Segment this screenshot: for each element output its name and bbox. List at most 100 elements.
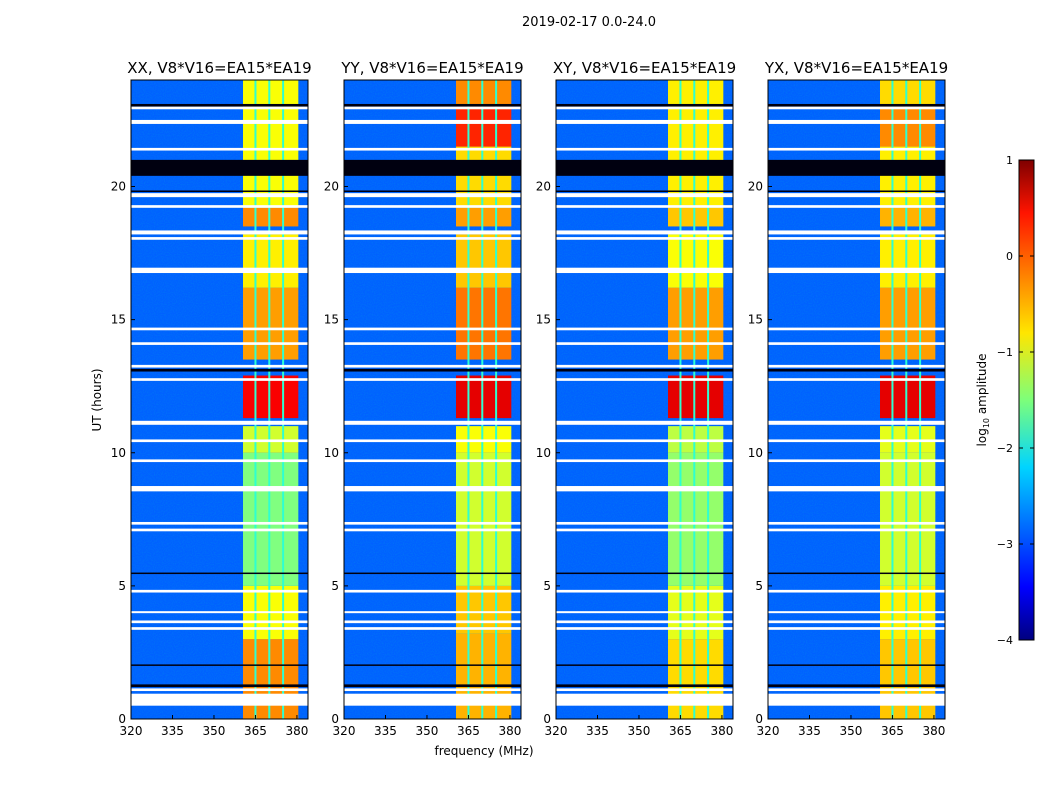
- flagged-row: [131, 205, 308, 208]
- band-cell: [880, 106, 936, 147]
- flagged-row: [131, 364, 308, 368]
- colorbar-tick-label: −2: [997, 442, 1013, 455]
- x-tick-label: 350: [628, 724, 651, 738]
- colorbar-tick-label: 1: [1006, 154, 1013, 167]
- colorbar-tick-label: 0: [1006, 250, 1013, 263]
- x-tick-label: 365: [669, 724, 692, 738]
- flagged-row: [344, 627, 521, 630]
- dark-row: [344, 103, 521, 107]
- band-cell: [668, 80, 724, 208]
- flagged-row: [768, 119, 945, 124]
- flagged-row: [768, 627, 945, 630]
- y-tick-label: 10: [536, 446, 551, 460]
- band-cell: [880, 375, 936, 419]
- flagged-row: [556, 620, 733, 624]
- flagged-row: [131, 230, 308, 235]
- band-cell: [456, 375, 512, 419]
- band-cell: [880, 639, 936, 719]
- band-cell: [456, 207, 512, 227]
- flagged-row: [556, 521, 733, 525]
- band-gap: [919, 80, 922, 719]
- y-tick-label: 20: [536, 180, 551, 194]
- y-tick-label: 10: [324, 446, 339, 460]
- dark-row: [768, 103, 945, 107]
- panel-title: XX, V8*V16=EA15*EA19: [127, 59, 311, 77]
- flagged-row: [131, 147, 308, 151]
- flagged-row: [556, 205, 733, 208]
- flagged-row: [556, 611, 733, 614]
- x-tick-label: 335: [798, 724, 821, 738]
- flagged-row: [131, 528, 308, 532]
- dark-row: [556, 664, 733, 666]
- flagged-row: [768, 364, 945, 368]
- flagged-row: [344, 521, 521, 525]
- flagged-row: [556, 106, 733, 110]
- flagged-row: [131, 378, 308, 381]
- flagged-row: [768, 620, 945, 624]
- dark-row: [131, 664, 308, 666]
- flagged-row: [131, 589, 308, 593]
- flagged-row: [131, 627, 308, 630]
- dark-row: [344, 368, 521, 372]
- flagged-row: [768, 147, 945, 151]
- plot-frame: [130, 79, 309, 720]
- dark-row: [556, 684, 733, 688]
- flagged-row: [131, 620, 308, 624]
- flagged-row: [344, 620, 521, 624]
- dark-row: [768, 159, 945, 176]
- flagged-row: [344, 147, 521, 151]
- flagged-row: [556, 342, 733, 345]
- flagged-row: [768, 589, 945, 593]
- colorbar-label: log10 amplitude: [975, 354, 991, 447]
- dark-row: [768, 664, 945, 666]
- flagged-row: [131, 327, 308, 331]
- y-axis-label: UT (hours): [90, 368, 104, 431]
- band-cell: [456, 234, 512, 288]
- flagged-row: [768, 230, 945, 235]
- flagged-row: [344, 528, 521, 532]
- x-tick-label: 335: [586, 724, 609, 738]
- flagged-row: [556, 193, 733, 198]
- x-tick-label: 350: [203, 724, 226, 738]
- flagged-row: [344, 378, 521, 381]
- flagged-row: [556, 528, 733, 532]
- x-tick-label: 320: [545, 724, 568, 738]
- y-tick-label: 15: [748, 313, 763, 327]
- flagged-row: [131, 693, 308, 706]
- dark-row: [344, 190, 521, 192]
- band-cell: [880, 146, 936, 208]
- band-cell: [668, 207, 724, 227]
- x-tick-label: 350: [840, 724, 863, 738]
- colorbar-tick-label: −4: [997, 634, 1013, 647]
- dark-row: [131, 572, 308, 575]
- flagged-row: [131, 342, 308, 345]
- y-tick-label: 0: [543, 712, 551, 726]
- y-tick-label: 15: [111, 313, 126, 327]
- flagged-row: [131, 193, 308, 198]
- panel-0: XX, V8*V16=EA15*EA19 320 335 350 365 380 0 5 10 1…: [111, 59, 312, 738]
- flagged-row: [556, 147, 733, 151]
- flagged-row: [344, 459, 521, 463]
- band-cell: [456, 80, 512, 107]
- dark-row: [556, 103, 733, 107]
- dark-row: [556, 159, 733, 176]
- flagged-row: [768, 439, 945, 443]
- flagged-row: [344, 688, 521, 692]
- flagged-row: [556, 364, 733, 368]
- x-tick-label: 335: [374, 724, 397, 738]
- flagged-row: [768, 342, 945, 345]
- band-cell: [668, 375, 724, 419]
- band-cell: [456, 146, 512, 208]
- flagged-row: [768, 521, 945, 525]
- x-tick-label: 320: [120, 724, 143, 738]
- y-tick-label: 0: [118, 712, 126, 726]
- x-axis-label: frequency (MHz): [434, 744, 533, 758]
- y-tick-label: 10: [748, 446, 763, 460]
- plot-frame: [767, 79, 946, 720]
- flagged-row: [556, 688, 733, 692]
- flagged-row: [344, 589, 521, 593]
- flagged-row: [131, 521, 308, 525]
- flagged-row: [344, 693, 521, 706]
- flagged-row: [768, 611, 945, 614]
